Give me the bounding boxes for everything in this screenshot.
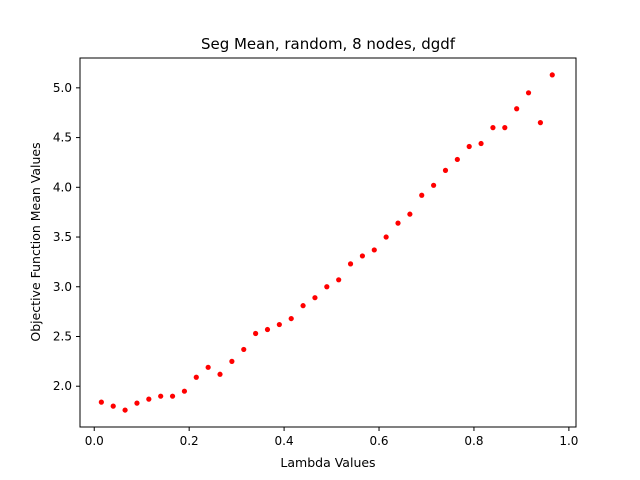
data-point xyxy=(490,125,496,131)
data-point xyxy=(181,388,188,394)
y-tick-label: 2.5 xyxy=(53,329,72,343)
data-point xyxy=(395,220,401,226)
data-point xyxy=(205,364,211,370)
x-axis-ticks: 0.0 0.2 0.4 0.6 0.8 1.0 xyxy=(85,427,578,448)
data-point xyxy=(383,234,389,240)
data-point xyxy=(502,125,508,131)
data-point xyxy=(193,374,199,380)
y-tick-label: 4.0 xyxy=(53,180,72,194)
data-point xyxy=(134,400,140,406)
data-point xyxy=(431,182,437,188)
plot-frame xyxy=(79,57,577,428)
data-point xyxy=(146,396,152,402)
x-axis-label: Lambda Values xyxy=(280,455,375,470)
x-tick-label: 1.0 xyxy=(559,434,578,448)
data-point xyxy=(276,321,282,328)
data-point xyxy=(549,72,555,78)
y-tick-label: 2.0 xyxy=(53,379,72,393)
data-point xyxy=(312,295,318,301)
data-point xyxy=(122,407,128,413)
data-point xyxy=(359,253,366,259)
data-point xyxy=(336,277,342,283)
data-point xyxy=(466,143,472,150)
data-point xyxy=(110,403,116,409)
chart-title: Seg Mean, random, 8 nodes, dgdf xyxy=(201,35,456,53)
data-point xyxy=(407,211,413,217)
data-point xyxy=(478,140,484,147)
x-tick-label: 0.6 xyxy=(369,434,388,448)
data-point xyxy=(288,315,294,322)
data-points xyxy=(98,72,555,413)
y-tick-label: 5.0 xyxy=(53,81,72,95)
data-point xyxy=(454,156,460,163)
data-point xyxy=(253,330,259,337)
data-point xyxy=(158,393,164,399)
x-tick-label: 0.0 xyxy=(85,434,104,448)
data-point xyxy=(241,346,247,353)
data-point xyxy=(525,90,532,96)
y-axis-ticks: 2.0 2.5 3.0 3.5 4.0 4.5 5.0 xyxy=(53,81,80,393)
y-tick-label: 3.5 xyxy=(53,230,72,244)
data-point xyxy=(419,192,425,198)
y-axis-label: Objective Function Mean Values xyxy=(28,142,43,341)
data-point xyxy=(98,399,104,405)
data-point xyxy=(264,326,271,333)
data-point xyxy=(169,393,176,399)
x-tick-label: 0.4 xyxy=(275,434,294,448)
data-point xyxy=(371,247,377,253)
y-tick-label: 4.5 xyxy=(53,131,72,145)
y-tick-label: 3.0 xyxy=(53,280,72,294)
data-point xyxy=(217,371,223,377)
data-point xyxy=(442,167,449,173)
data-point xyxy=(324,284,330,290)
x-tick-label: 0.8 xyxy=(464,434,483,448)
data-point xyxy=(300,303,306,309)
data-point xyxy=(514,106,520,112)
data-point xyxy=(229,358,235,364)
data-point xyxy=(347,261,354,267)
x-tick-label: 0.2 xyxy=(180,434,199,448)
data-point xyxy=(537,120,544,126)
